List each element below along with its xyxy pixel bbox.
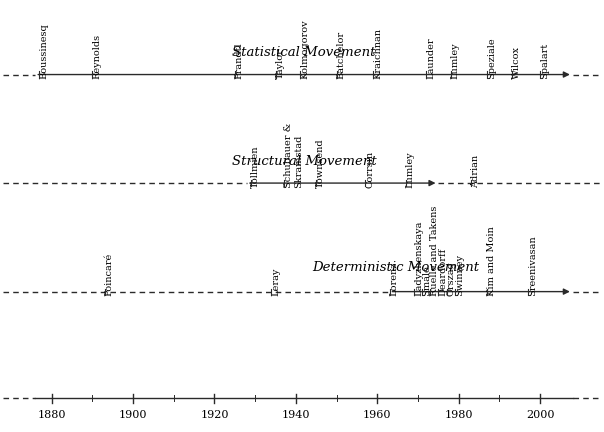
Text: Reynolds: Reynolds (92, 34, 101, 79)
Text: Lumley: Lumley (406, 151, 415, 188)
Text: Kolmogorov: Kolmogorov (300, 19, 309, 79)
Text: Taylor: Taylor (275, 48, 284, 79)
Text: Ruelle and Takens: Ruelle and Takens (430, 206, 439, 296)
Text: 1920: 1920 (200, 410, 229, 420)
Text: Deterministic Movement: Deterministic Movement (312, 261, 479, 274)
Text: Batchelor: Batchelor (336, 31, 345, 79)
Text: Prandtl: Prandtl (235, 43, 244, 79)
Text: 1880: 1880 (37, 410, 66, 420)
Text: Boussinesq: Boussinesq (39, 23, 48, 79)
Text: Lorenz: Lorenz (390, 262, 399, 296)
Text: Statistical Movement: Statistical Movement (233, 46, 376, 59)
Text: Wilcox: Wilcox (512, 46, 521, 79)
Text: Ladyzhenskaya: Ladyzhenskaya (414, 221, 423, 296)
Text: Poincaré: Poincaré (104, 253, 114, 296)
Text: Launder: Launder (426, 38, 435, 79)
Text: Lumley: Lumley (451, 43, 460, 79)
Text: 1960: 1960 (363, 410, 391, 420)
Text: Schubauer &
Skramstad: Schubauer & Skramstad (284, 122, 303, 188)
Text: Kim and Moin: Kim and Moin (487, 226, 496, 296)
Text: 1980: 1980 (445, 410, 473, 420)
Text: Swinney: Swinney (455, 254, 464, 296)
Text: Smale: Smale (422, 266, 431, 296)
Text: Kraichnan: Kraichnan (373, 28, 382, 79)
Text: 1900: 1900 (119, 410, 147, 420)
Text: Deardorff: Deardorff (439, 248, 448, 296)
Text: Leray: Leray (271, 268, 280, 296)
Text: 1940: 1940 (281, 410, 310, 420)
Text: Tollmien: Tollmien (251, 145, 260, 188)
Text: Adrian: Adrian (471, 155, 480, 188)
Text: Orszag: Orszag (446, 261, 455, 296)
Text: Sreenivasan: Sreenivasan (528, 235, 537, 296)
Text: 2000: 2000 (526, 410, 554, 420)
Text: Spalart: Spalart (540, 43, 549, 79)
Text: Speziale: Speziale (487, 38, 496, 79)
Text: Corrsin: Corrsin (365, 151, 374, 188)
Text: Structural Movement: Structural Movement (232, 155, 376, 168)
Text: Townsend: Townsend (316, 138, 325, 188)
